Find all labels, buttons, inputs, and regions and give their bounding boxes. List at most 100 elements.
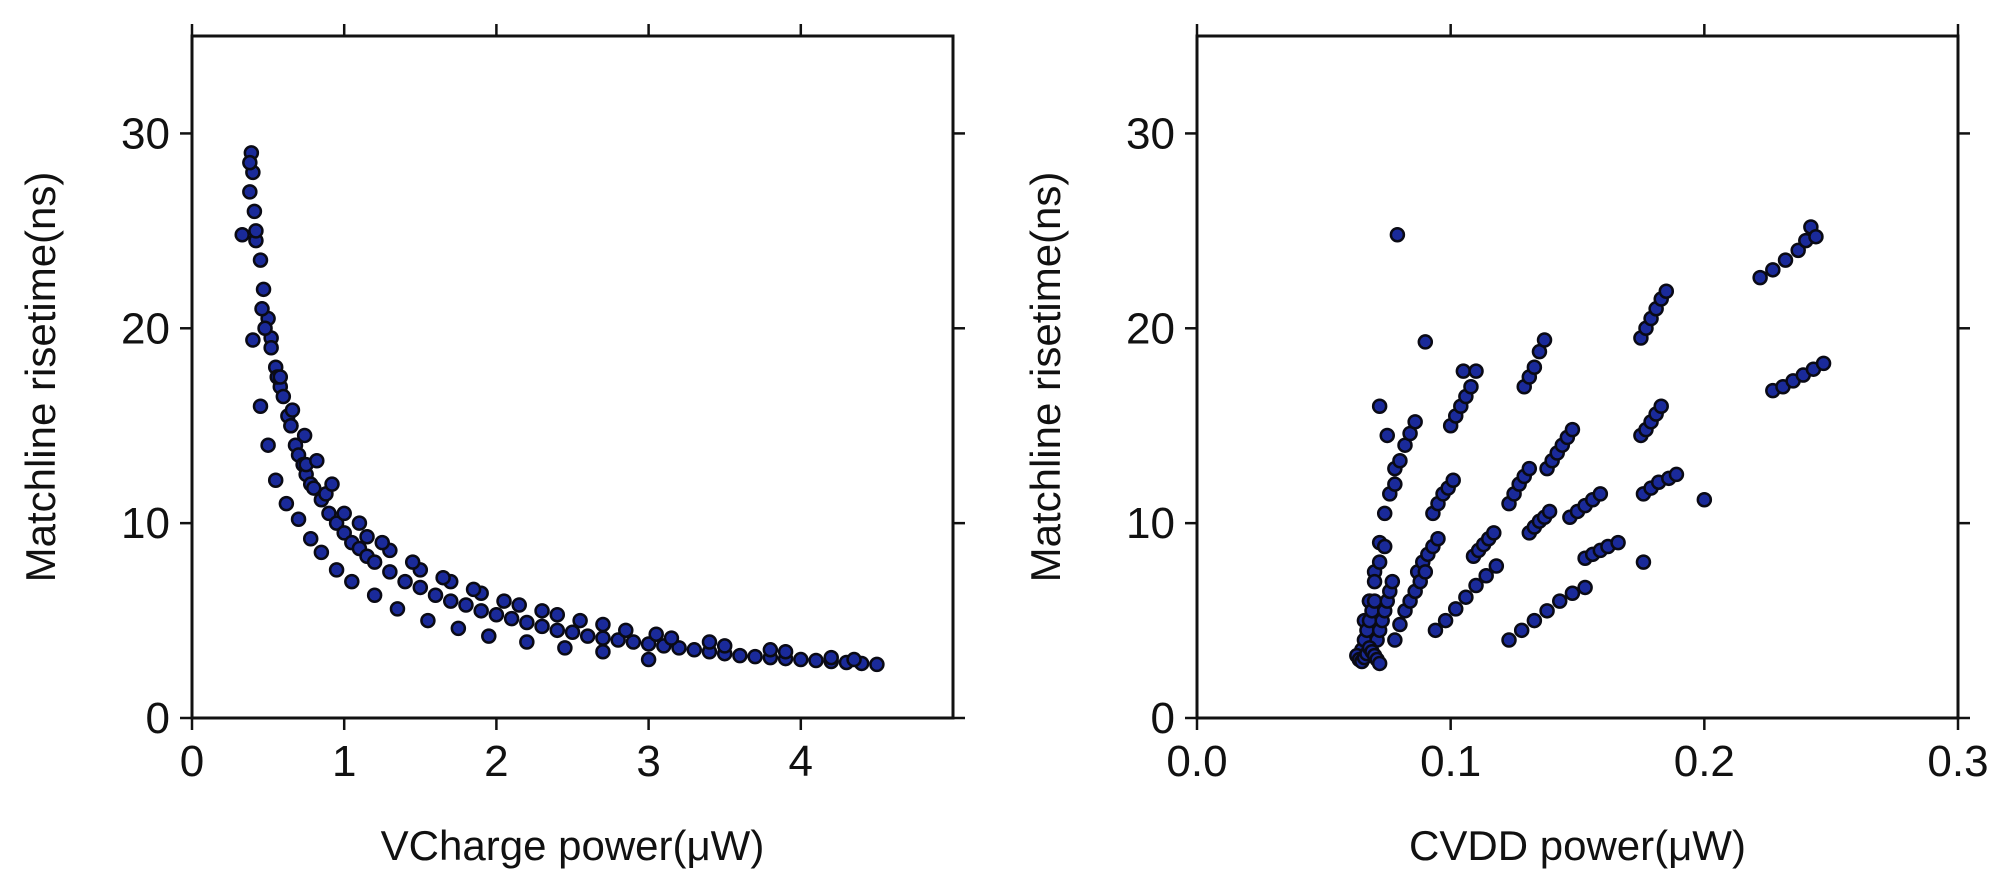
data-point xyxy=(1592,486,1609,502)
y-tick-label: 30 xyxy=(121,109,170,158)
data-point xyxy=(648,626,664,642)
x-tick-label: 1 xyxy=(332,737,356,786)
data-point xyxy=(248,223,264,239)
data-point xyxy=(1445,472,1461,489)
data-point xyxy=(465,581,482,598)
data-point xyxy=(1765,262,1781,278)
data-point xyxy=(351,515,368,531)
data-point xyxy=(618,622,634,639)
data-point xyxy=(1752,269,1768,286)
data-point xyxy=(344,573,360,590)
data-point xyxy=(296,427,313,444)
data-point xyxy=(278,495,295,512)
data-point xyxy=(1379,427,1395,444)
data-point xyxy=(1526,359,1543,376)
data-point xyxy=(1486,525,1502,541)
data-point xyxy=(302,530,319,547)
data-point xyxy=(496,593,512,609)
data-point xyxy=(1539,603,1555,619)
data-point xyxy=(420,612,436,629)
data-point xyxy=(747,648,763,665)
data-point xyxy=(503,610,520,627)
y-tick-label: 10 xyxy=(1126,499,1175,548)
data-point xyxy=(336,505,352,522)
y-tick-label: 20 xyxy=(121,304,170,353)
data-point xyxy=(869,656,885,673)
data-point xyxy=(595,630,611,646)
data-point xyxy=(328,515,345,531)
data-point xyxy=(686,642,703,658)
data-point xyxy=(242,154,258,171)
y-tick-label: 30 xyxy=(1126,109,1175,158)
data-point xyxy=(246,203,263,220)
data-point xyxy=(366,554,383,570)
data-point xyxy=(1536,332,1553,348)
data-point xyxy=(534,603,550,619)
data-point xyxy=(257,320,273,337)
data-point xyxy=(534,618,550,635)
data-point xyxy=(1387,476,1403,492)
data-point xyxy=(1564,421,1581,438)
data-point xyxy=(1790,242,1806,259)
data-point xyxy=(1564,585,1581,602)
data-point xyxy=(404,554,421,570)
data-point xyxy=(732,647,748,664)
data-point xyxy=(1551,593,1568,609)
data-point xyxy=(267,472,284,489)
x-tick-label: 0.3 xyxy=(1927,737,1988,786)
data-point xyxy=(1376,505,1393,522)
data-point xyxy=(255,281,272,298)
y-axis-label: Matchline risetime(ns) xyxy=(17,172,64,583)
data-point xyxy=(519,634,535,650)
data-point xyxy=(306,480,322,496)
data-point xyxy=(488,606,505,623)
data-point xyxy=(1437,612,1454,629)
data-point xyxy=(284,402,301,418)
data-point xyxy=(450,620,467,637)
data-point xyxy=(1371,655,1388,672)
data-point xyxy=(1521,460,1538,477)
x-tick-label: 4 xyxy=(789,737,813,786)
data-point xyxy=(1468,363,1484,379)
x-axis-label: CVDD power(μW) xyxy=(1409,822,1746,869)
data-point xyxy=(290,511,307,527)
data-point xyxy=(336,525,352,541)
data-point xyxy=(321,505,337,522)
data-point xyxy=(1653,398,1669,414)
data-point xyxy=(640,636,657,652)
data-point xyxy=(595,616,611,633)
data-point xyxy=(328,562,345,578)
data-point xyxy=(366,587,383,603)
data-point xyxy=(1668,466,1685,483)
data-point xyxy=(1610,534,1626,551)
data-point xyxy=(254,301,270,317)
data-point xyxy=(382,564,398,580)
data-point xyxy=(1384,573,1401,590)
data-point xyxy=(1371,554,1388,570)
data-point xyxy=(309,453,325,469)
data-point xyxy=(663,630,680,646)
data-point xyxy=(1808,228,1824,245)
data-point xyxy=(1392,616,1408,633)
data-point xyxy=(1458,589,1474,605)
data-point xyxy=(1427,622,1444,639)
data-point xyxy=(823,649,839,666)
data-point xyxy=(549,622,566,639)
data-point xyxy=(1447,601,1464,617)
data-point xyxy=(557,640,573,656)
data-point xyxy=(263,340,279,356)
data-point xyxy=(777,643,794,660)
data-point xyxy=(275,388,292,405)
data-point xyxy=(442,593,459,609)
data-point xyxy=(1430,530,1446,547)
data-point xyxy=(374,534,390,551)
data-point xyxy=(716,638,733,654)
data-point xyxy=(640,651,657,668)
data-point xyxy=(1417,334,1434,350)
y-tick-label: 20 xyxy=(1126,304,1175,353)
data-point xyxy=(1526,612,1543,629)
data-point xyxy=(1366,573,1383,590)
data-point xyxy=(1488,558,1505,574)
data-point xyxy=(1468,577,1484,594)
